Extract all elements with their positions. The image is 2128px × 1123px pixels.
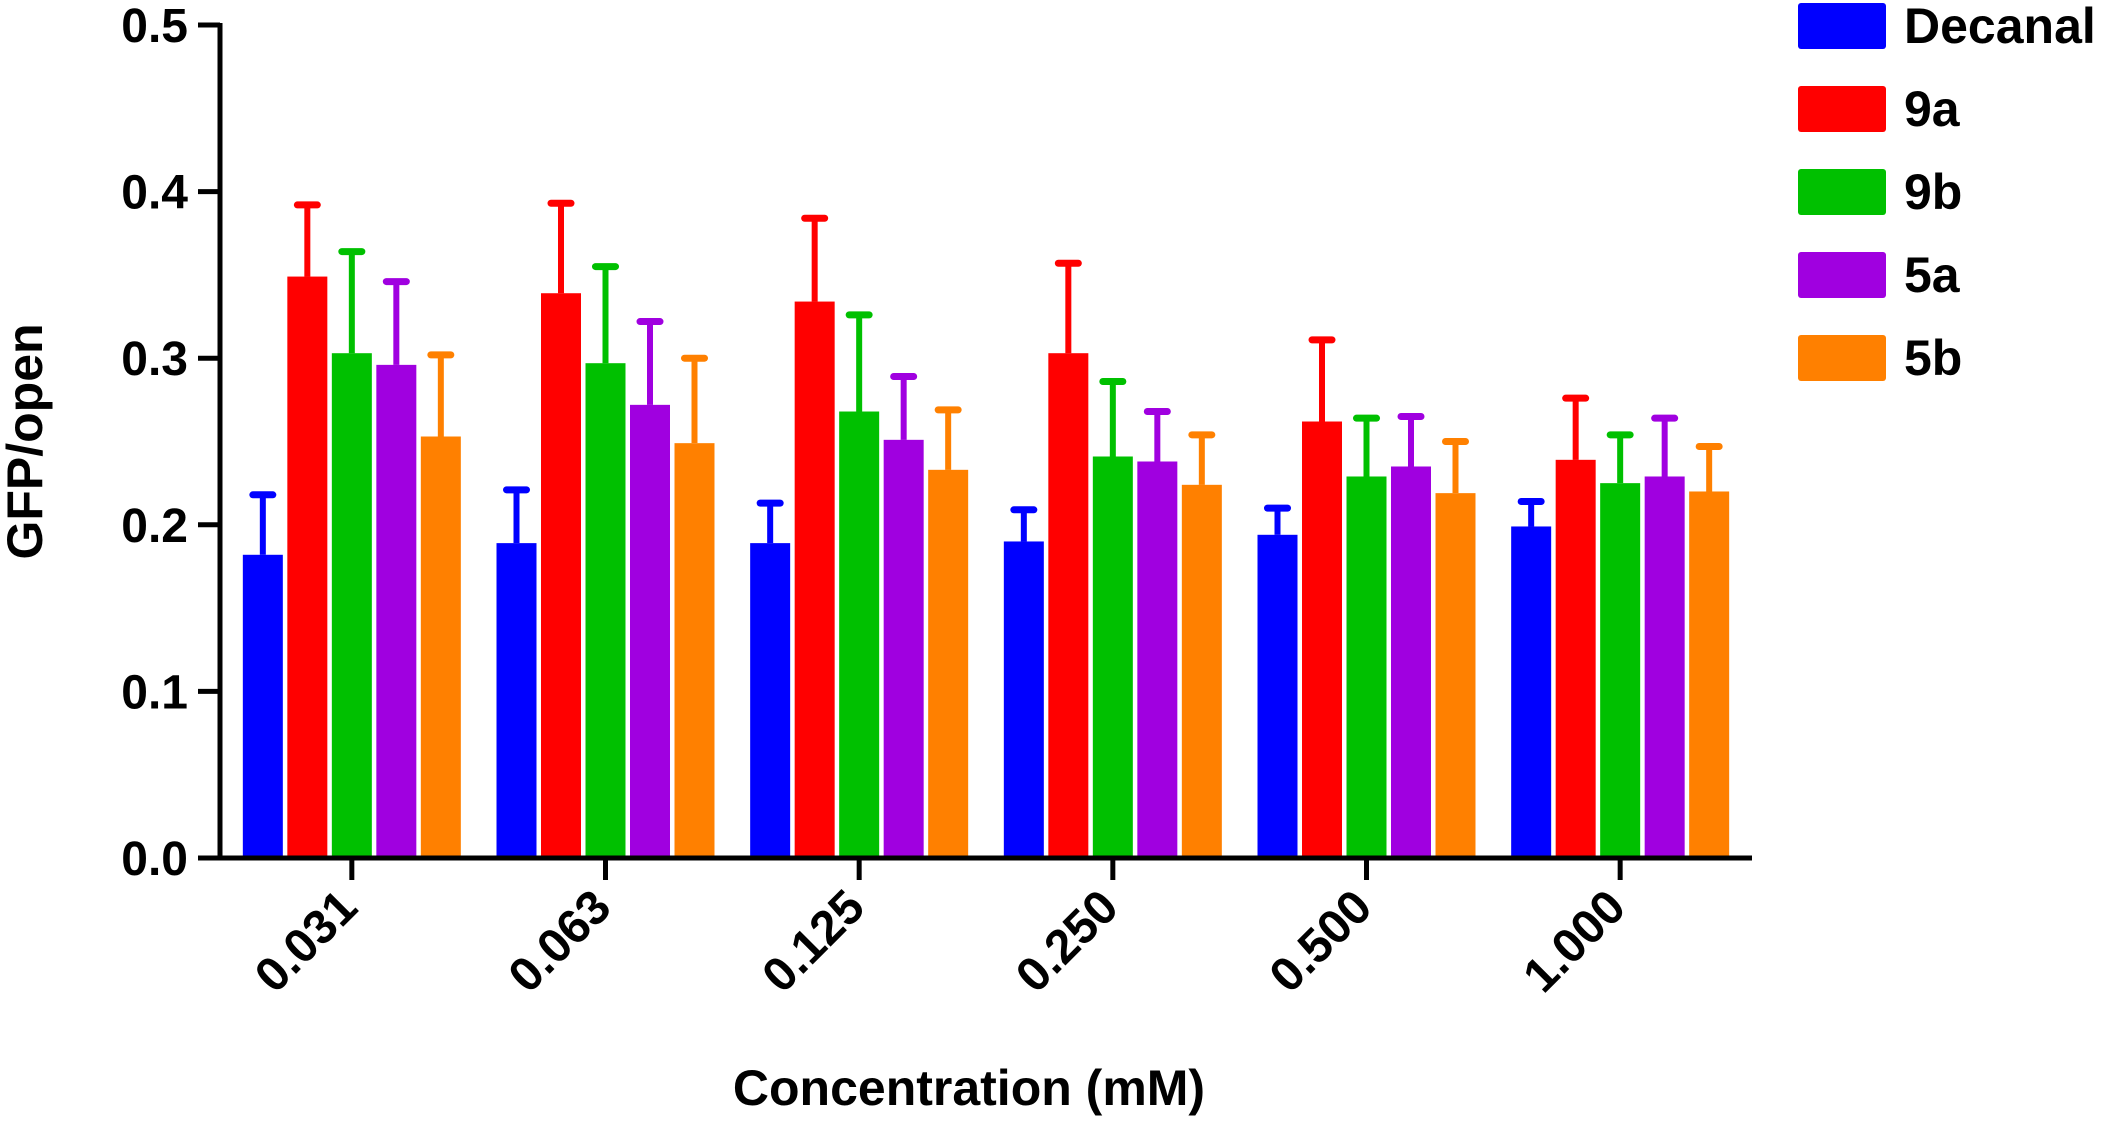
- x-tick-label: 0.031: [245, 880, 367, 1002]
- y-tick-label: 0.4: [121, 167, 188, 220]
- axes: [217, 23, 1752, 861]
- bar-9b-0.500: [1346, 476, 1387, 858]
- x-tick-label: 0.250: [1006, 880, 1128, 1002]
- legend-swatch-5a: [1798, 252, 1886, 298]
- legend-swatch-5b: [1798, 335, 1886, 381]
- bar-Decanal-0.500: [1257, 534, 1298, 858]
- legend-swatch-9a: [1798, 86, 1886, 132]
- y-tick-label: 0.1: [121, 666, 188, 719]
- bar-5b-1.000: [1689, 491, 1730, 858]
- x-tick-label: 1.000: [1514, 880, 1636, 1002]
- bar-Decanal-1.000: [1511, 526, 1552, 858]
- y-tick-label: 0.3: [121, 333, 188, 386]
- bar-5a-0.063: [630, 404, 670, 858]
- x-tick-label: 0.063: [499, 880, 621, 1002]
- bar-Decanal-0.250: [1003, 541, 1044, 858]
- bar-9b-1.000: [1600, 483, 1641, 858]
- bar-9a-0.125: [794, 301, 835, 858]
- y-tick-label: 0.5: [121, 0, 188, 53]
- bar-9a-0.500: [1302, 421, 1342, 858]
- y-axis-title: GFP/open: [0, 323, 53, 559]
- y-tick-label: 0.0: [121, 833, 188, 886]
- y-ticks: 0.0 0.1 0.2 0.3 0.4 0.5: [121, 0, 220, 886]
- bar-5a-0.250: [1137, 461, 1178, 858]
- legend: Decanal 9a 9b 5a 5b: [1798, 0, 2096, 386]
- bar-9a-0.063: [541, 293, 581, 858]
- y-tick-label: 0.2: [121, 500, 188, 553]
- bar-9b-0.250: [1092, 456, 1133, 858]
- x-tick-label: 0.500: [1260, 880, 1382, 1002]
- bar-Decanal-0.125: [750, 543, 791, 858]
- legend-label-Decanal: Decanal: [1904, 0, 2096, 54]
- bar-5b-0.063: [674, 443, 715, 858]
- bar-5b-0.500: [1435, 493, 1476, 858]
- bar-5b-0.031: [420, 436, 461, 858]
- legend-label-5b: 5b: [1904, 330, 1962, 386]
- x-ticks: 0.031 0.063 0.125 0.250 0.500 1.000: [245, 858, 1636, 1003]
- bar-9b-0.031: [331, 353, 372, 858]
- bar-5a-1.000: [1644, 476, 1685, 858]
- legend-swatch-9b: [1798, 169, 1886, 215]
- x-tick-label: 0.125: [753, 880, 875, 1002]
- legend-swatch-Decanal: [1798, 3, 1886, 49]
- bar-5a-0.125: [883, 439, 924, 858]
- legend-label-9a: 9a: [1904, 81, 1961, 137]
- bar-9a-0.250: [1048, 353, 1089, 858]
- bar-5b-0.125: [928, 469, 969, 858]
- bar-9b-0.125: [839, 411, 880, 858]
- bar-9b-0.063: [585, 363, 626, 858]
- bars: [242, 276, 1730, 858]
- bar-9a-1.000: [1555, 459, 1596, 858]
- bar-9a-0.031: [287, 276, 328, 858]
- bar-5a-0.500: [1391, 466, 1431, 858]
- error-bars: [249, 199, 1723, 555]
- x-axis-title: Concentration (mM): [733, 1060, 1205, 1116]
- bar-5b-0.250: [1181, 484, 1222, 858]
- bar-Decanal-0.063: [496, 543, 537, 858]
- bar-Decanal-0.031: [242, 554, 283, 858]
- legend-label-5a: 5a: [1904, 247, 1961, 303]
- legend-label-9b: 9b: [1904, 164, 1962, 220]
- bar-5a-0.031: [376, 364, 417, 858]
